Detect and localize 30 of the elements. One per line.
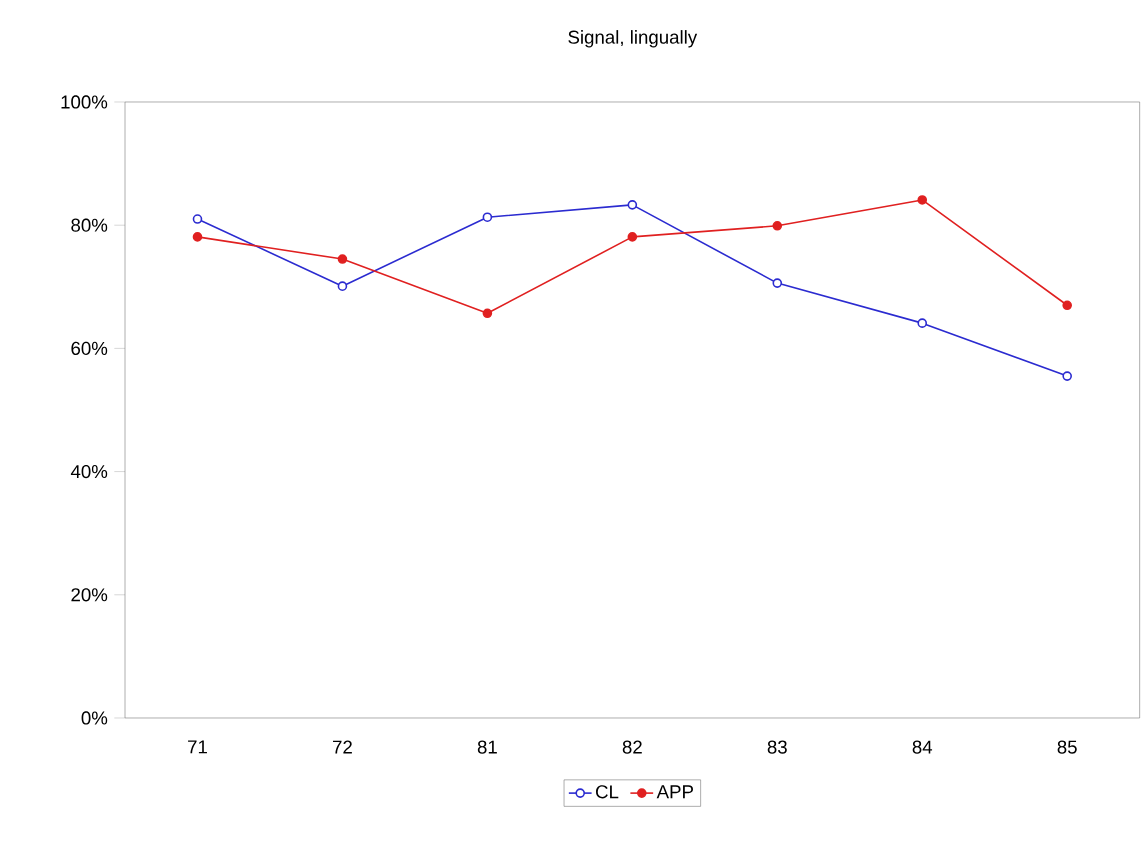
- x-tick-label: 84: [912, 740, 933, 754]
- y-tick-label: 40%: [70, 464, 108, 479]
- y-tick-label: 60%: [71, 341, 108, 356]
- y-tick-label: 100%: [61, 95, 108, 109]
- point: [337, 281, 348, 291]
- point: [627, 232, 638, 242]
- x-tick-label: 81: [477, 740, 497, 754]
- y-tick-label: 20%: [71, 588, 108, 602]
- x-tick-label: 82: [622, 740, 642, 754]
- point: [482, 308, 493, 319]
- y-tick-label: 80%: [71, 218, 108, 232]
- x-tick-label: 72: [333, 740, 352, 754]
- point: [917, 318, 928, 328]
- point: [192, 214, 203, 224]
- x-tick-label: 85: [1057, 740, 1077, 754]
- point: [1062, 371, 1072, 381]
- x-tick-label: 83: [767, 740, 787, 754]
- point: [1062, 300, 1072, 311]
- point: [772, 278, 783, 288]
- point: [627, 200, 638, 210]
- point: [917, 195, 928, 205]
- point: [337, 254, 348, 264]
- legend-label: CL: [596, 785, 619, 799]
- point: [482, 212, 493, 222]
- chart-title: Signal, lingually: [568, 30, 698, 48]
- y-tick-label: 0%: [81, 711, 108, 725]
- point: [772, 221, 783, 231]
- legend-label: APP: [656, 785, 693, 799]
- x-tick-label: 71: [188, 740, 207, 754]
- point: [192, 232, 203, 242]
